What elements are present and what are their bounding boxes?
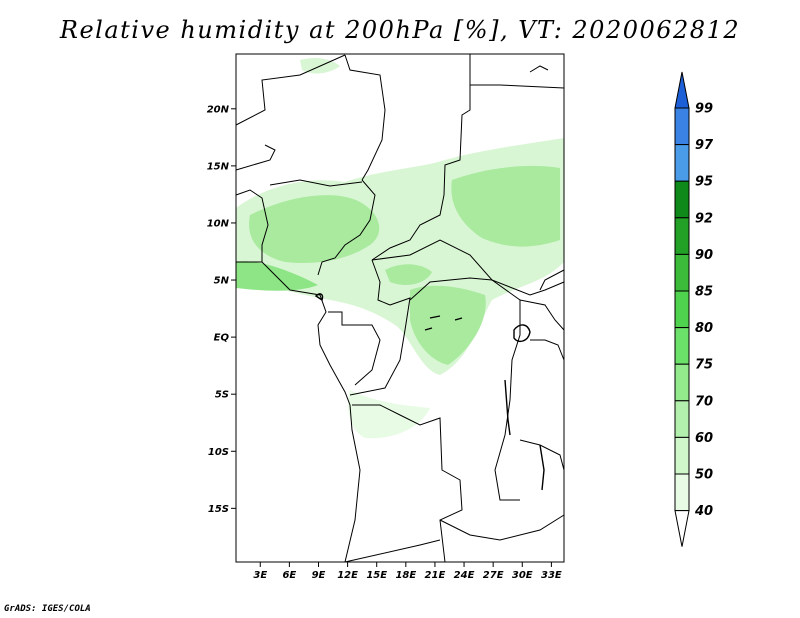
colorbar-segment xyxy=(674,107,690,146)
lat-tick-label: 10N xyxy=(207,218,230,229)
map-panel xyxy=(235,53,565,563)
humidity-region-center xyxy=(385,264,432,285)
colorbar-segment xyxy=(674,217,690,255)
border-car-drc xyxy=(409,277,493,301)
lon-tick-label: 15E xyxy=(366,570,387,581)
border-libya-egypt xyxy=(469,54,565,89)
map-borders xyxy=(235,54,565,563)
colorbar-segment xyxy=(674,180,690,219)
lake-tanganyika xyxy=(504,379,511,436)
colorbar-segment xyxy=(674,473,690,512)
lon-tick-label: 9E xyxy=(312,570,326,581)
humidity-region-congo xyxy=(410,285,486,365)
coastline-atlantic xyxy=(236,261,361,563)
colorbar-level-label: 85 xyxy=(695,285,713,300)
border-zambia-zim xyxy=(439,514,565,541)
lat-tick-label: 10S xyxy=(208,447,229,458)
colorbar-level-label: 40 xyxy=(694,504,713,519)
lon-tick-label: 30E xyxy=(512,570,533,581)
humidity-region-west xyxy=(249,195,380,264)
lat-tick-label: EQ xyxy=(214,333,230,344)
lat-tick-label: 15N xyxy=(207,161,230,172)
lon-tick-label: 33E xyxy=(541,570,562,581)
border-car-west xyxy=(371,259,391,306)
lon-tick-label: 3E xyxy=(253,570,267,581)
border-west-coast xyxy=(235,189,269,262)
lat-tick-label: 5S xyxy=(215,390,229,401)
humidity-region-east xyxy=(451,165,560,247)
lake-chad xyxy=(314,293,324,302)
lat-tick-label: 5N xyxy=(214,276,230,287)
colorbar-level-label: 75 xyxy=(695,358,713,373)
lon-tick-label: 6E xyxy=(282,570,296,581)
lakes xyxy=(314,293,545,491)
colorbar-level-label: 95 xyxy=(695,175,713,190)
colorbar-segment xyxy=(674,253,690,292)
border-drc-east xyxy=(491,279,521,501)
border-ethiopia xyxy=(539,269,565,291)
lon-tick-label: 12E xyxy=(337,570,358,581)
colorbar-segment xyxy=(674,144,690,182)
border-mali xyxy=(235,144,276,171)
colorbar-bottom-arrow xyxy=(674,510,690,547)
lake-malawi xyxy=(539,444,545,491)
coast-red-sea xyxy=(529,65,549,73)
grads-credit: GrADS: IGES/COLA xyxy=(4,604,91,614)
humidity-region-south xyxy=(348,390,430,439)
colorbar-top-arrow xyxy=(674,71,690,109)
border-gabon-congo xyxy=(328,311,381,386)
border-nigeria-cameroon xyxy=(317,179,376,276)
humidity-region-coast xyxy=(236,261,318,291)
colorbar-level-label: 97 xyxy=(695,138,714,153)
chart-title: Relative humidity at 200hPa [%], VT: 202… xyxy=(59,16,741,44)
lon-tick-label: 27E xyxy=(483,570,504,581)
border-congo-drc xyxy=(349,297,411,396)
lon-tick-label: 21E xyxy=(425,570,446,581)
border-chad-sudan xyxy=(371,54,471,261)
colorbar: 99 97 95 92 90 85 80 75 70 60 50 40 xyxy=(674,71,714,547)
border-north-west xyxy=(235,54,346,126)
border-niger-nigeria xyxy=(269,179,363,187)
colorbar-level-label: 99 xyxy=(695,102,713,117)
border-zambia-tz xyxy=(519,439,565,471)
border-kenya-tz xyxy=(530,339,565,361)
river-congo xyxy=(424,315,463,331)
colorbar-segment xyxy=(674,436,690,475)
lake-victoria xyxy=(513,324,531,343)
colorbar-segment xyxy=(674,290,690,329)
colorbar-segment xyxy=(674,400,690,438)
colorbar-segment xyxy=(674,363,690,402)
border-angola-drc xyxy=(352,404,463,563)
lon-tick-label: 18E xyxy=(395,570,416,581)
colorbar-level-label: 70 xyxy=(695,394,713,409)
lat-tick-label: 20N xyxy=(207,104,230,115)
colorbar-level-label: 60 xyxy=(695,431,713,446)
latitude-axis: 20N 15N 10N 5N EQ 5S 10S 15S xyxy=(207,104,236,515)
colorbar-level-label: 80 xyxy=(695,321,713,336)
lat-tick-label: 15S xyxy=(208,504,229,515)
border-uganda xyxy=(519,299,565,331)
longitude-axis: 3E 6E 9E 12E 15E 18E 21E 24E 27E 30E 33E xyxy=(253,562,562,581)
colorbar-level-label: 90 xyxy=(695,248,713,263)
colorbar-level-label: 50 xyxy=(695,468,713,483)
colorbar-segment xyxy=(674,327,690,365)
lon-tick-label: 24E xyxy=(454,570,475,581)
border-car-sudan xyxy=(371,239,565,296)
map-frame xyxy=(235,53,565,563)
border-niger-chad xyxy=(344,54,386,181)
colorbar-level-label: 92 xyxy=(695,211,713,226)
border-namibia xyxy=(344,539,441,563)
